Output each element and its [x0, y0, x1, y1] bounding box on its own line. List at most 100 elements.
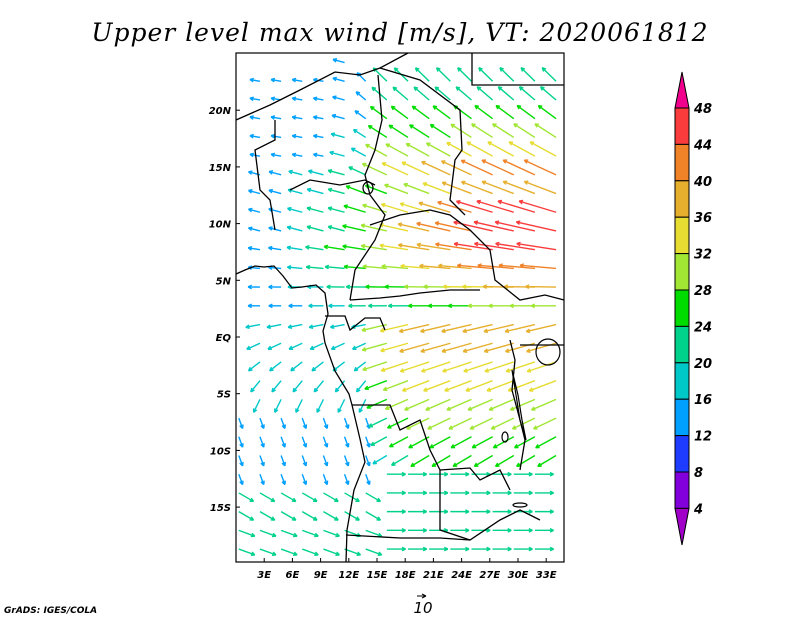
wind-vector	[450, 509, 470, 515]
wind-vector	[323, 511, 339, 521]
wind-vector	[343, 473, 350, 486]
wind-vector	[386, 490, 406, 496]
wind-vector	[401, 161, 430, 176]
wind-vector	[342, 244, 366, 251]
wind-vector	[420, 323, 451, 334]
wind-vector	[353, 361, 367, 372]
wind-vector	[497, 86, 515, 101]
wind-vector	[409, 124, 430, 139]
wind-vector	[471, 546, 491, 552]
wind-vector	[291, 96, 303, 102]
wind-vector	[259, 492, 276, 503]
wind-vector	[440, 160, 472, 176]
wind-vector	[344, 492, 360, 503]
border	[369, 209, 565, 301]
colorbar-label: 12	[694, 430, 712, 445]
wind-vector	[508, 141, 536, 157]
wind-vector	[494, 220, 536, 232]
wind-vector	[343, 204, 366, 213]
wind-vector	[490, 417, 515, 430]
wind-vector	[326, 284, 345, 290]
wind-vector	[526, 361, 557, 373]
wind-vector	[308, 323, 324, 330]
reference-vector-label: 10	[413, 599, 432, 617]
longitude-label: 33E	[536, 570, 557, 581]
wind-vector	[380, 342, 409, 353]
wind-vector	[453, 220, 493, 232]
wind-vector	[488, 398, 515, 411]
wind-vector	[322, 436, 329, 448]
wind-vector	[270, 152, 282, 158]
colorbar-box	[674, 398, 690, 437]
wind-vector	[365, 284, 387, 290]
lake-kariba	[512, 502, 528, 508]
wind-vector	[471, 436, 493, 449]
border	[235, 52, 409, 121]
wind-vector	[362, 361, 388, 372]
wind-vector	[268, 303, 282, 309]
wind-vector	[467, 398, 493, 411]
colorbar-label: 4	[693, 502, 703, 517]
wind-vector	[534, 123, 557, 139]
border	[352, 404, 511, 491]
border	[254, 120, 276, 231]
wind-vector	[366, 398, 388, 409]
wind-vector	[473, 220, 514, 232]
wind-vector	[365, 436, 371, 448]
wind-vector	[365, 511, 382, 521]
wind-vector	[306, 206, 324, 213]
wind-vector	[411, 105, 430, 120]
wind-vector	[481, 180, 515, 195]
wind-vector	[408, 471, 428, 477]
wind-vector	[280, 529, 298, 538]
wind-vector	[469, 417, 493, 430]
wind-vector	[364, 380, 388, 391]
wind-vector	[368, 417, 388, 428]
wind-vector	[505, 361, 536, 373]
wind-vector	[259, 417, 265, 429]
wind-vector	[441, 342, 472, 353]
wind-vector	[492, 509, 512, 515]
wind-vector	[466, 141, 493, 157]
border	[325, 315, 386, 332]
wind-vector	[302, 548, 319, 556]
colorbar-label: 40	[693, 175, 712, 190]
wind-vector	[425, 398, 451, 411]
wind-vector	[331, 113, 345, 120]
wind-vector	[312, 96, 324, 102]
wind-vector	[460, 159, 493, 176]
wind-vector	[268, 207, 282, 213]
wind-vector	[462, 342, 493, 353]
wind-vector	[344, 548, 362, 556]
wind-vector	[429, 546, 449, 552]
wind-vector	[369, 105, 388, 120]
wind-vector	[280, 548, 298, 556]
wind-vector	[476, 86, 494, 101]
wind-vector	[311, 361, 324, 372]
wind-vector	[434, 221, 472, 232]
wind-vector	[441, 323, 472, 334]
wind-vector	[444, 380, 472, 392]
wind-vector	[238, 492, 255, 503]
wind-vector	[312, 152, 324, 158]
wind-vector	[302, 529, 319, 538]
latitude-label: 5S	[217, 390, 231, 401]
wind-vector	[313, 380, 324, 393]
wind-vector	[381, 162, 409, 176]
wind-vector	[291, 133, 303, 139]
wind-vector	[259, 548, 277, 556]
wind-vector	[446, 141, 472, 157]
wind-vector	[268, 170, 282, 176]
wind-vector	[408, 509, 428, 515]
wind-vector	[435, 67, 451, 82]
wind-vector	[410, 454, 430, 468]
wind-vector	[327, 169, 345, 176]
border	[349, 289, 480, 301]
lake-tanganyika	[511, 369, 527, 441]
wind-vector	[420, 342, 451, 353]
wind-vector	[301, 417, 308, 429]
colorbar-box	[674, 289, 690, 327]
wind-vector	[474, 241, 514, 251]
wind-vector	[342, 224, 366, 232]
wind-vector	[286, 265, 303, 270]
